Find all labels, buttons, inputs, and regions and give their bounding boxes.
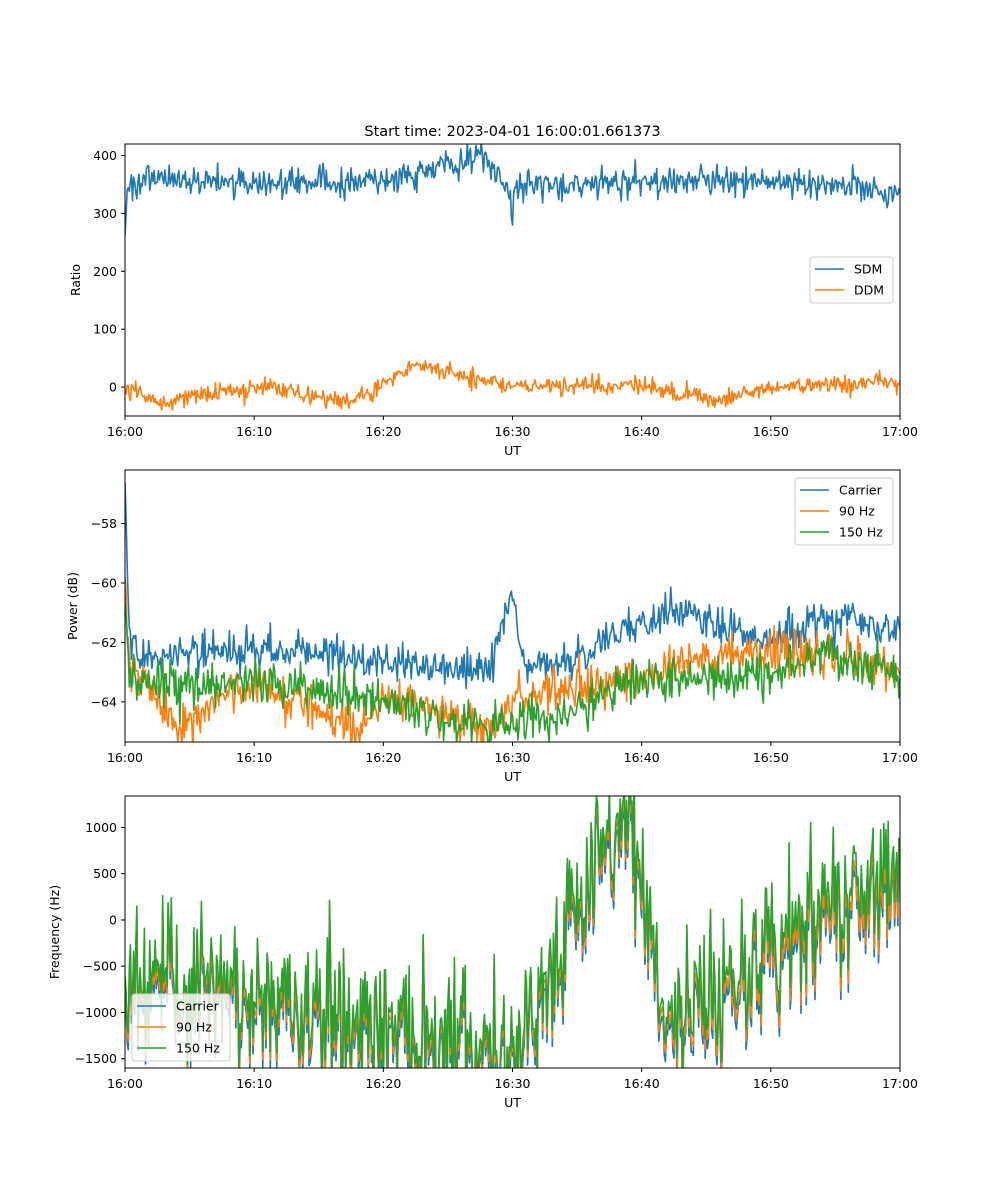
x-axis-label: UT xyxy=(504,443,521,458)
legend-label: DDM xyxy=(854,283,884,298)
y-tick-label: 500 xyxy=(93,866,117,881)
legend-box xyxy=(794,477,894,546)
legend: Carrier 90 Hz 150 Hz xyxy=(794,477,894,546)
x-tick-label: 16:00 xyxy=(107,750,143,765)
legend-label: 90 Hz xyxy=(176,1020,212,1035)
x-tick-label: 16:50 xyxy=(753,750,789,765)
legend-box xyxy=(131,993,231,1062)
series-line-ddm xyxy=(125,360,900,411)
y-tick-label: 100 xyxy=(93,322,117,337)
panel-1: 16:00 16:10 16:20 16:30 16:40 16:50 17:00 UT 0 10… xyxy=(68,143,918,458)
series-line-150-hz xyxy=(125,796,900,1068)
y-tick-label: 0 xyxy=(109,380,117,395)
y-tick-label: −1500 xyxy=(75,1051,117,1066)
x-tick-label: 16:30 xyxy=(494,424,530,439)
y-axis-label: Frequency (Hz) xyxy=(47,885,62,979)
legend-label: Carrier xyxy=(839,483,883,498)
y-tick-label: −1000 xyxy=(75,1005,117,1020)
legend: Carrier 90 Hz 150 Hz xyxy=(131,993,231,1062)
x-tick-label: 16:20 xyxy=(365,1076,401,1091)
y-tick-label: −64 xyxy=(91,694,117,709)
legend-label: 90 Hz xyxy=(839,504,875,519)
x-tick-label: 16:30 xyxy=(494,750,530,765)
y-axis-label: Ratio xyxy=(68,264,83,296)
legend-label: Carrier xyxy=(176,999,220,1014)
series-line-carrier xyxy=(125,481,900,690)
y-tick-label: −60 xyxy=(91,575,117,590)
x-tick-label: 16:20 xyxy=(365,424,401,439)
legend: SDM DDM xyxy=(809,256,894,304)
x-tick-label: 17:00 xyxy=(882,424,918,439)
x-tick-label: 16:10 xyxy=(236,424,272,439)
x-tick-label: 17:00 xyxy=(882,1076,918,1091)
y-tick-label: −500 xyxy=(83,959,117,974)
x-tick-label: 16:10 xyxy=(236,1076,272,1091)
y-tick-label: −58 xyxy=(91,516,117,531)
panel-2: 16:00 16:10 16:20 16:30 16:40 16:50 17:00 UT −64… xyxy=(65,469,918,784)
x-tick-label: 16:40 xyxy=(624,1076,660,1091)
y-tick-label: 400 xyxy=(93,148,117,163)
x-axis-label: UT xyxy=(504,769,521,784)
panel-3: 16:00 16:10 16:20 16:30 16:40 16:50 17:00 UT −15… xyxy=(47,795,918,1110)
x-tick-label: 16:30 xyxy=(494,1076,530,1091)
legend-label: 150 Hz xyxy=(176,1041,220,1056)
series-line-150-hz xyxy=(125,603,900,742)
x-tick-label: 16:50 xyxy=(753,1076,789,1091)
x-tick-label: 16:20 xyxy=(365,750,401,765)
x-tick-label: 16:40 xyxy=(624,424,660,439)
y-tick-label: −62 xyxy=(91,635,117,650)
x-tick-label: 16:10 xyxy=(236,750,272,765)
figure-title: Start time: 2023-04-01 16:00:01.661373 xyxy=(364,124,660,140)
y-tick-label: 300 xyxy=(93,206,117,221)
x-tick-label: 16:50 xyxy=(753,424,789,439)
y-tick-label: 0 xyxy=(109,912,117,927)
y-tick-label: 200 xyxy=(93,264,117,279)
x-tick-label: 17:00 xyxy=(882,750,918,765)
y-axis-label: Power (dB) xyxy=(65,572,80,640)
y-tick-label: 1000 xyxy=(85,820,117,835)
legend-label: 150 Hz xyxy=(839,525,883,540)
legend-label: SDM xyxy=(854,262,882,277)
series-line-sdm xyxy=(125,144,900,236)
x-tick-label: 16:00 xyxy=(107,424,143,439)
x-axis-label: UT xyxy=(504,1095,521,1110)
x-tick-label: 16:40 xyxy=(624,750,660,765)
x-tick-label: 16:00 xyxy=(107,1076,143,1091)
